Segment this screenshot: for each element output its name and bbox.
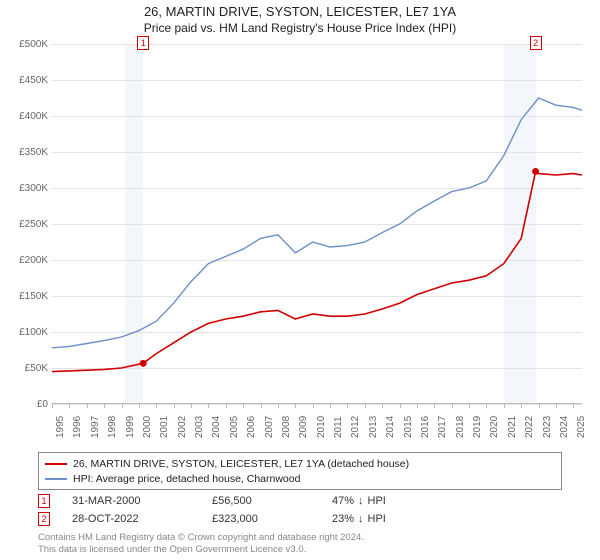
sale-point-price: £56,500: [212, 495, 332, 507]
x-axis-label: 1995: [55, 416, 66, 438]
sale-points-table: 1 31-MAR-2000£56,50047% ↓ HPI 2 28-OCT-2022…: [38, 492, 386, 528]
y-axis-label: £200K: [4, 255, 48, 266]
x-axis-label: 2007: [264, 416, 275, 438]
chart-plot-area: 1995199619971998199920002001200220032004…: [52, 44, 582, 404]
y-axis-label: £0: [4, 399, 48, 410]
x-axis-label: 2016: [420, 416, 431, 438]
x-axis-ticks: 1995 1996 1997 1998 1999 2000 2001 2002 2003 2004…: [52, 404, 582, 446]
x-axis-label: 2010: [316, 416, 327, 438]
title-block: 26, MARTIN DRIVE, SYSTON, LEICESTER, LE7…: [0, 0, 600, 37]
legend-label: HPI: Average price, detached house, Char…: [73, 473, 300, 485]
x-axis-label: 2002: [177, 416, 188, 438]
chart-title: 26, MARTIN DRIVE, SYSTON, LEICESTER, LE7…: [0, 4, 600, 19]
sale-point-row-marker: 2: [38, 512, 50, 526]
x-axis-label: 2013: [368, 416, 379, 438]
x-axis-label: 2023: [542, 416, 553, 438]
x-axis-label: 1999: [125, 416, 136, 438]
sale-point-marker: 2: [530, 36, 542, 50]
y-axis-label: £450K: [4, 75, 48, 86]
legend-swatch: [45, 478, 67, 480]
y-axis-label: £500K: [4, 39, 48, 50]
sale-point-date: 28-OCT-2022: [72, 513, 212, 525]
series-line-hpi: [52, 98, 582, 348]
footer-attribution: Contains HM Land Registry data © Crown c…: [38, 532, 364, 556]
sale-point-dot: [140, 360, 147, 367]
chart-subtitle: Price paid vs. HM Land Registry's House …: [0, 21, 600, 35]
footer-line-2: This data is licensed under the Open Gov…: [38, 544, 364, 556]
y-axis-label: £350K: [4, 147, 48, 158]
chart-container: 26, MARTIN DRIVE, SYSTON, LEICESTER, LE7…: [0, 0, 600, 560]
arrow-down-icon: ↓: [358, 495, 364, 507]
x-axis-label: 2003: [194, 416, 205, 438]
x-axis-label: 2009: [298, 416, 309, 438]
x-axis-label: 2012: [350, 416, 361, 438]
sale-point-date: 31-MAR-2000: [72, 495, 212, 507]
sale-point-price: £323,000: [212, 513, 332, 525]
x-axis-label: 1998: [107, 416, 118, 438]
legend-box: 26, MARTIN DRIVE, SYSTON, LEICESTER, LE7…: [38, 452, 562, 490]
y-axis-label: £250K: [4, 219, 48, 230]
legend-swatch: [45, 463, 67, 465]
x-axis-label: 2019: [472, 416, 483, 438]
x-axis-label: 2020: [489, 416, 500, 438]
series-svg: [52, 44, 582, 404]
y-axis-label: £150K: [4, 291, 48, 302]
sale-point-delta: 23% ↓ HPI: [332, 513, 386, 525]
y-axis-label: £50K: [4, 363, 48, 374]
sale-point-marker: 1: [137, 36, 149, 50]
sale-point-row: 2 28-OCT-2022£323,00023% ↓ HPI: [38, 510, 386, 528]
sale-point-row-marker: 1: [38, 494, 50, 508]
series-line-price_paid: [52, 171, 582, 371]
y-axis-label: £100K: [4, 327, 48, 338]
legend-item: HPI: Average price, detached house, Char…: [45, 471, 555, 486]
sale-point-delta: 47% ↓ HPI: [332, 495, 386, 507]
sale-point-dot: [532, 168, 539, 175]
x-axis-label: 2006: [246, 416, 257, 438]
x-axis-label: 2018: [455, 416, 466, 438]
y-axis-label: £400K: [4, 111, 48, 122]
x-axis-label: 2004: [211, 416, 222, 438]
legend-item: 26, MARTIN DRIVE, SYSTON, LEICESTER, LE7…: [45, 456, 555, 471]
x-axis-label: 2015: [403, 416, 414, 438]
arrow-down-icon: ↓: [358, 513, 364, 525]
x-axis-label: 2001: [159, 416, 170, 438]
x-axis-label: 2022: [524, 416, 535, 438]
x-axis-label: 2021: [507, 416, 518, 438]
x-axis-label: 2000: [142, 416, 153, 438]
legend-label: 26, MARTIN DRIVE, SYSTON, LEICESTER, LE7…: [73, 458, 409, 470]
delta-pct: 23%: [332, 513, 354, 525]
x-axis-label: 2025: [576, 416, 587, 438]
x-axis-label: 2017: [437, 416, 448, 438]
x-axis-label: 2024: [559, 416, 570, 438]
x-axis-label: 2008: [281, 416, 292, 438]
y-axis-label: £300K: [4, 183, 48, 194]
sale-point-row: 1 31-MAR-2000£56,50047% ↓ HPI: [38, 492, 386, 510]
x-axis-label: 2005: [229, 416, 240, 438]
x-axis-label: 2014: [385, 416, 396, 438]
delta-suffix: HPI: [368, 513, 386, 525]
x-axis-label: 1996: [72, 416, 83, 438]
footer-line-1: Contains HM Land Registry data © Crown c…: [38, 532, 364, 544]
delta-suffix: HPI: [368, 495, 386, 507]
delta-pct: 47%: [332, 495, 354, 507]
x-axis-label: 2011: [333, 416, 344, 438]
x-axis-label: 1997: [90, 416, 101, 438]
